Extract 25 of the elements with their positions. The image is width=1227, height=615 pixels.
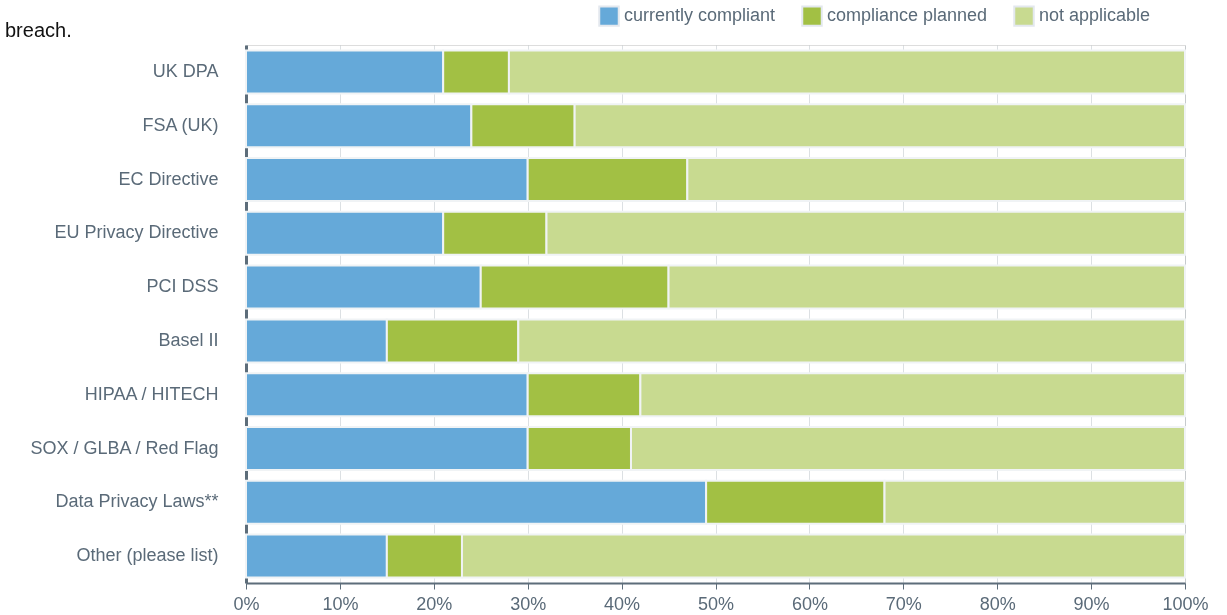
x-tick-label: 0% — [233, 593, 260, 614]
x-tick-label: 50% — [697, 593, 735, 614]
text: breach. — [5, 19, 72, 41]
y-tick-label: HIPAA / HITECH — [84, 383, 219, 404]
x-tick-label: 30% — [510, 593, 547, 614]
y-tick-label: EU Privacy Directive — [54, 222, 219, 243]
y-tick-label: FSA (UK) — [142, 114, 219, 135]
x-tick-label: 70% — [885, 593, 922, 614]
x-tick-label: 10% — [322, 593, 359, 614]
x-tick-label: 80% — [979, 593, 1016, 614]
x-tick-label: 20% — [416, 593, 453, 614]
y-tick-label: EC Directive — [118, 168, 219, 189]
y-tick-label: Basel II — [158, 329, 219, 350]
legend-label: currently compliant — [624, 5, 776, 26]
x-tick-label: 60% — [791, 593, 828, 614]
legend-label: not applicable — [1039, 5, 1151, 26]
x-tick-label: 40% — [604, 593, 641, 614]
y-tick-label: SOX / GLBA / Red Flag — [30, 437, 219, 458]
y-tick-label: Other (please list) — [76, 545, 219, 566]
x-tick-label: 90% — [1073, 593, 1110, 614]
y-tick-label: UK DPA — [152, 60, 219, 81]
y-tick-label: PCI DSS — [146, 276, 219, 297]
y-tick-label: Data Privacy Laws** — [55, 491, 219, 512]
legend-label: compliance planned — [827, 5, 988, 26]
x-tick-label: 100% — [1162, 593, 1209, 614]
